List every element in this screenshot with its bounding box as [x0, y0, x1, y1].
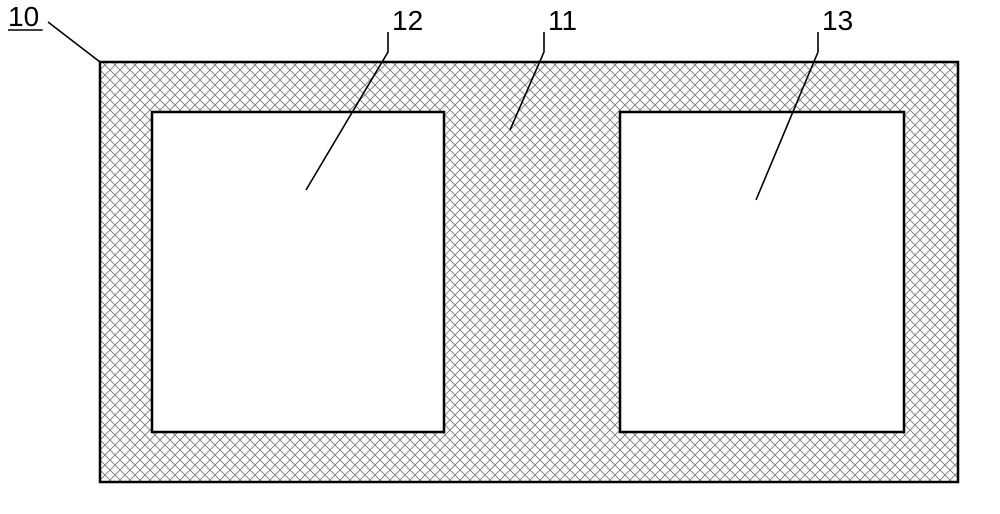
ref-11-text: 11	[548, 5, 577, 36]
ref-10-text: 10	[8, 1, 39, 32]
ref-12-text: 12	[392, 5, 423, 36]
ref-13-text: 13	[822, 5, 853, 36]
window-left	[152, 112, 444, 432]
diagram-canvas: 10 12 11 13	[0, 0, 1000, 514]
window-right	[620, 112, 904, 432]
